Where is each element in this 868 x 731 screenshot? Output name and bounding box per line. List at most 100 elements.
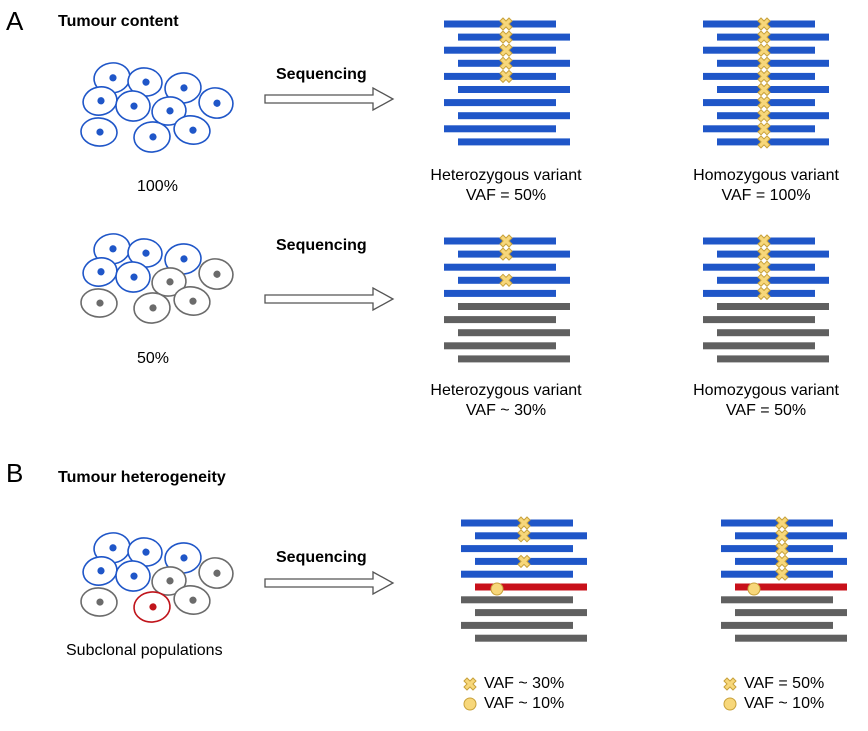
panel-a-letter: A xyxy=(6,6,24,36)
variant-cross xyxy=(517,554,531,569)
a2-het-read-stack xyxy=(444,234,570,363)
cell-nucleus xyxy=(149,304,157,312)
b-cell-cluster xyxy=(80,532,234,623)
cell-nucleus xyxy=(96,598,104,606)
caption-hom-a2-title: Homozygous variant xyxy=(693,382,839,399)
normal-read xyxy=(444,316,556,324)
normal-read xyxy=(461,621,573,629)
cell-nucleus xyxy=(149,603,157,611)
tumour-read xyxy=(717,33,829,41)
variant-cross xyxy=(757,17,771,31)
tumour-read xyxy=(735,532,847,540)
subclone-read xyxy=(735,583,847,591)
a2-cell-cluster xyxy=(80,233,234,324)
cell-nucleus xyxy=(96,299,104,307)
legend-right: VAF = 50% VAF ~ 10% xyxy=(722,674,824,714)
tumour-read xyxy=(458,250,570,258)
legend-left-circle: VAF ~ 10% xyxy=(462,694,564,714)
variant-cross xyxy=(499,247,513,261)
panel-b-title: Tumour heterogeneity xyxy=(58,469,226,486)
normal-read xyxy=(458,303,570,310)
normal-cell xyxy=(80,288,118,318)
cell-nucleus xyxy=(142,249,150,257)
tumour-read xyxy=(444,125,556,133)
cell-nucleus xyxy=(142,548,150,556)
cell-nucleus xyxy=(213,99,221,107)
tumour-cell xyxy=(82,86,118,116)
normal-cell xyxy=(173,585,211,615)
variant-cross xyxy=(517,516,531,530)
caption-het-a1-vaf: VAF = 50% xyxy=(465,187,547,204)
tumour-read xyxy=(703,263,815,271)
normal-cell xyxy=(151,566,187,596)
cell-nucleus xyxy=(142,78,150,86)
sequencing-label-b: Sequencing xyxy=(276,549,367,566)
tumour-read xyxy=(458,112,570,120)
variant-cross xyxy=(499,273,513,288)
cell-nucleus xyxy=(149,133,157,141)
tumour-read xyxy=(721,570,833,578)
legend-right-cross-text: VAF = 50% xyxy=(744,675,825,692)
caption-het-a2-vaf: VAF ~ 30% xyxy=(465,402,547,419)
cell-nucleus xyxy=(189,596,197,604)
subclone-cell xyxy=(133,591,171,623)
tumour-read xyxy=(703,125,815,133)
variant-cross xyxy=(757,260,771,274)
tumour-read xyxy=(458,276,570,284)
tumour-cell xyxy=(164,243,202,275)
variant-circle xyxy=(490,582,504,596)
variant-cross xyxy=(757,234,771,248)
normal-read xyxy=(717,303,829,310)
tumour-read xyxy=(444,72,556,80)
variant-cross xyxy=(757,30,771,44)
cell-nucleus xyxy=(180,84,188,92)
tumour-content-100-label: 100% xyxy=(137,178,178,195)
tumour-read xyxy=(475,557,587,565)
cell-nucleus xyxy=(213,569,221,577)
tumour-cell xyxy=(82,556,118,586)
tumour-read xyxy=(444,46,556,54)
a1-cell-cluster xyxy=(80,62,234,153)
normal-read xyxy=(717,355,829,363)
tumour-read xyxy=(475,532,587,540)
variant-cross xyxy=(757,247,771,261)
tumour-content-50-label: 50% xyxy=(137,350,170,367)
tumour-read xyxy=(703,237,815,245)
caption-hom-a1: Homozygous variant VAF = 100% xyxy=(674,166,858,206)
variant-cross xyxy=(775,567,789,581)
normal-read xyxy=(721,596,833,604)
variant-cross xyxy=(757,108,771,123)
cell-nucleus xyxy=(189,297,197,305)
tumour-cell xyxy=(173,115,211,145)
cell-nucleus xyxy=(97,268,105,276)
normal-read xyxy=(458,355,570,363)
normal-cell xyxy=(80,587,118,617)
tumour-read xyxy=(717,138,829,146)
tumour-read xyxy=(717,59,829,67)
cell-nucleus xyxy=(180,554,188,562)
tumour-read xyxy=(703,20,815,28)
normal-cell xyxy=(198,557,234,589)
a1-hom-read-stack xyxy=(703,17,829,149)
tumour-cell xyxy=(164,542,202,574)
tumour-read xyxy=(458,86,570,93)
cell-nucleus xyxy=(213,270,221,278)
variant-circle xyxy=(747,582,761,596)
tumour-read xyxy=(703,99,815,107)
variant-cross xyxy=(775,516,789,530)
cell-nucleus xyxy=(180,255,188,263)
variant-cross xyxy=(757,43,771,57)
subclone-read xyxy=(475,583,587,591)
cross-icon xyxy=(463,677,477,691)
tumour-read xyxy=(461,545,573,553)
tumour-cell xyxy=(198,87,234,119)
variant-cross xyxy=(499,234,513,248)
normal-read xyxy=(703,316,815,324)
b-left-read-stack xyxy=(461,516,587,642)
tumour-read xyxy=(721,519,833,527)
tumour-read xyxy=(444,289,556,297)
variant-cross xyxy=(775,529,789,543)
tumour-cell xyxy=(115,560,151,592)
tumour-read xyxy=(458,59,570,67)
